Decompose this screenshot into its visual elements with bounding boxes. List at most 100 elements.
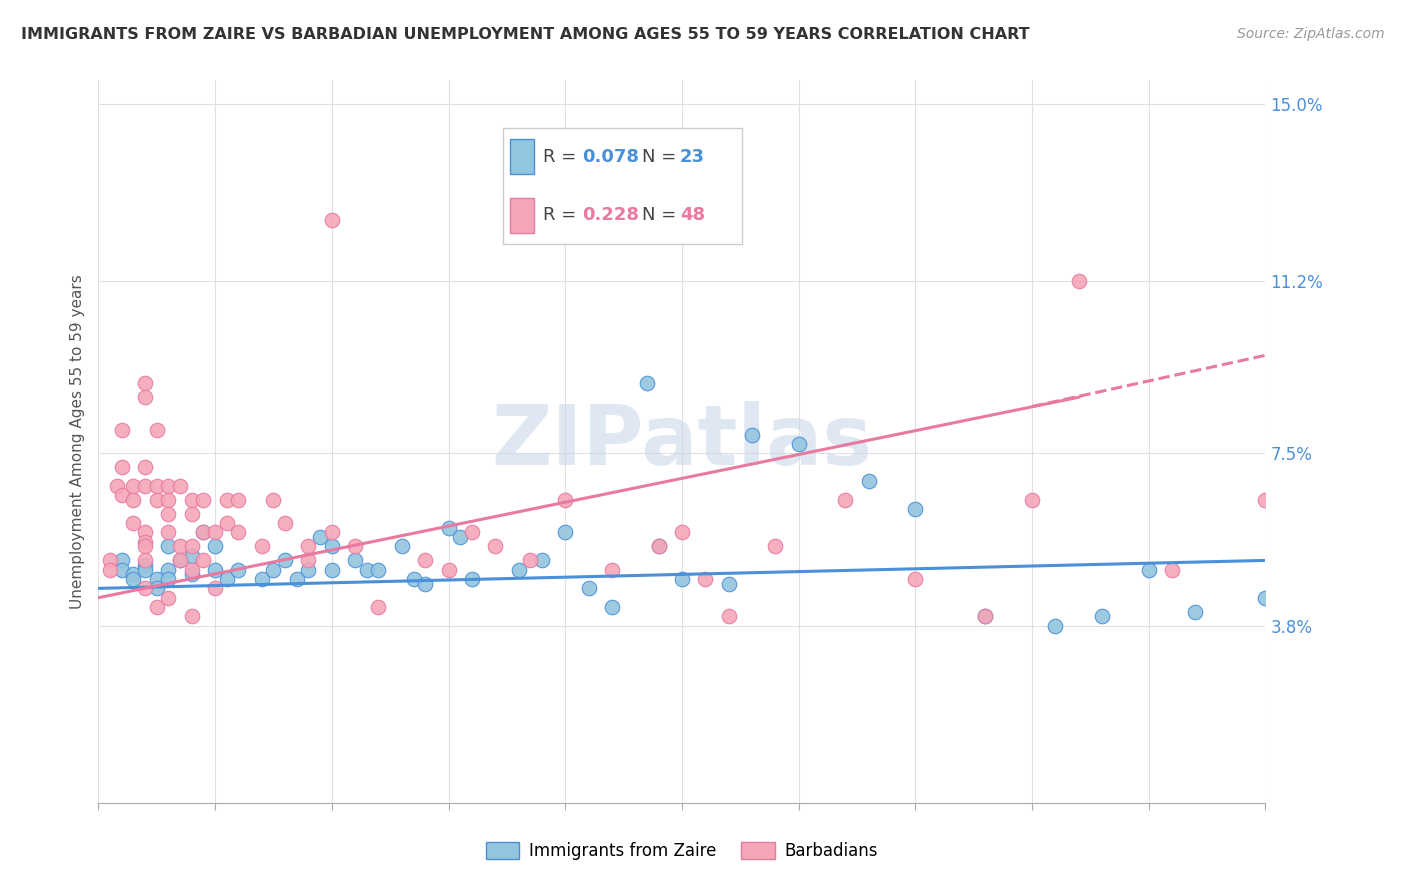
Point — [228, 563, 250, 577]
Point — [321, 213, 343, 227]
Point — [391, 540, 413, 554]
Point — [413, 553, 436, 567]
Point — [671, 525, 693, 540]
Point — [508, 563, 530, 577]
Point — [146, 479, 169, 493]
Point — [413, 576, 436, 591]
Point — [671, 572, 693, 586]
Point — [111, 460, 134, 475]
Point — [1254, 591, 1277, 605]
Point — [134, 582, 156, 596]
Point — [193, 525, 215, 540]
Point — [111, 423, 134, 437]
Point — [647, 540, 669, 554]
Point — [1091, 609, 1114, 624]
Point — [180, 563, 202, 577]
Text: N =: N = — [641, 148, 682, 166]
Point — [297, 540, 319, 554]
Point — [974, 609, 997, 624]
Point — [157, 572, 180, 586]
Point — [228, 525, 250, 540]
Point — [285, 572, 308, 586]
Point — [904, 572, 927, 586]
Y-axis label: Unemployment Among Ages 55 to 59 years: Unemployment Among Ages 55 to 59 years — [69, 274, 84, 609]
Point — [321, 563, 343, 577]
Point — [215, 516, 238, 530]
Point — [193, 553, 215, 567]
Point — [105, 479, 128, 493]
Point — [111, 563, 134, 577]
Point — [763, 540, 786, 554]
Point — [741, 427, 763, 442]
Point — [554, 492, 576, 507]
Point — [169, 479, 191, 493]
Point — [134, 558, 156, 572]
Point — [530, 553, 553, 567]
Point — [321, 540, 343, 554]
Point — [600, 600, 623, 615]
Point — [461, 572, 484, 586]
Point — [180, 609, 202, 624]
Point — [437, 563, 460, 577]
Point — [180, 492, 202, 507]
Point — [250, 540, 273, 554]
Point — [437, 521, 460, 535]
Point — [204, 525, 226, 540]
Point — [134, 479, 156, 493]
Point — [600, 563, 623, 577]
Point — [787, 437, 810, 451]
Point — [647, 540, 669, 554]
Text: ZIPatlas: ZIPatlas — [492, 401, 872, 482]
Point — [146, 423, 169, 437]
Point — [157, 563, 180, 577]
Point — [193, 525, 215, 540]
Legend: Immigrants from Zaire, Barbadians: Immigrants from Zaire, Barbadians — [479, 835, 884, 867]
Point — [193, 492, 215, 507]
Point — [554, 525, 576, 540]
Text: N =: N = — [641, 206, 682, 224]
Point — [974, 609, 997, 624]
Point — [344, 540, 367, 554]
Point — [111, 488, 134, 502]
Text: Source: ZipAtlas.com: Source: ZipAtlas.com — [1237, 27, 1385, 41]
Point — [1021, 492, 1043, 507]
Point — [204, 582, 226, 596]
Point — [274, 516, 297, 530]
Point — [157, 492, 180, 507]
Point — [461, 525, 484, 540]
Text: R =: R = — [543, 148, 582, 166]
Point — [134, 553, 156, 567]
Point — [157, 507, 180, 521]
Point — [157, 591, 180, 605]
Point — [180, 507, 202, 521]
Point — [309, 530, 332, 544]
Point — [250, 572, 273, 586]
Point — [484, 540, 506, 554]
Point — [180, 540, 202, 554]
Point — [180, 549, 202, 563]
Point — [321, 525, 343, 540]
Point — [1067, 274, 1090, 288]
Text: 0.228: 0.228 — [582, 206, 638, 224]
Point — [134, 460, 156, 475]
Point — [122, 567, 145, 582]
Point — [1184, 605, 1206, 619]
Point — [157, 525, 180, 540]
Text: 23: 23 — [681, 148, 704, 166]
Point — [904, 502, 927, 516]
Point — [215, 572, 238, 586]
Point — [519, 553, 541, 567]
Point — [228, 492, 250, 507]
Point — [367, 563, 389, 577]
Point — [169, 553, 191, 567]
Point — [1045, 618, 1067, 632]
Point — [204, 563, 226, 577]
Point — [169, 553, 191, 567]
Text: 0.078: 0.078 — [582, 148, 638, 166]
Point — [134, 390, 156, 404]
Point — [134, 525, 156, 540]
Point — [215, 492, 238, 507]
Point — [297, 563, 319, 577]
Point — [134, 534, 156, 549]
Point — [98, 553, 121, 567]
